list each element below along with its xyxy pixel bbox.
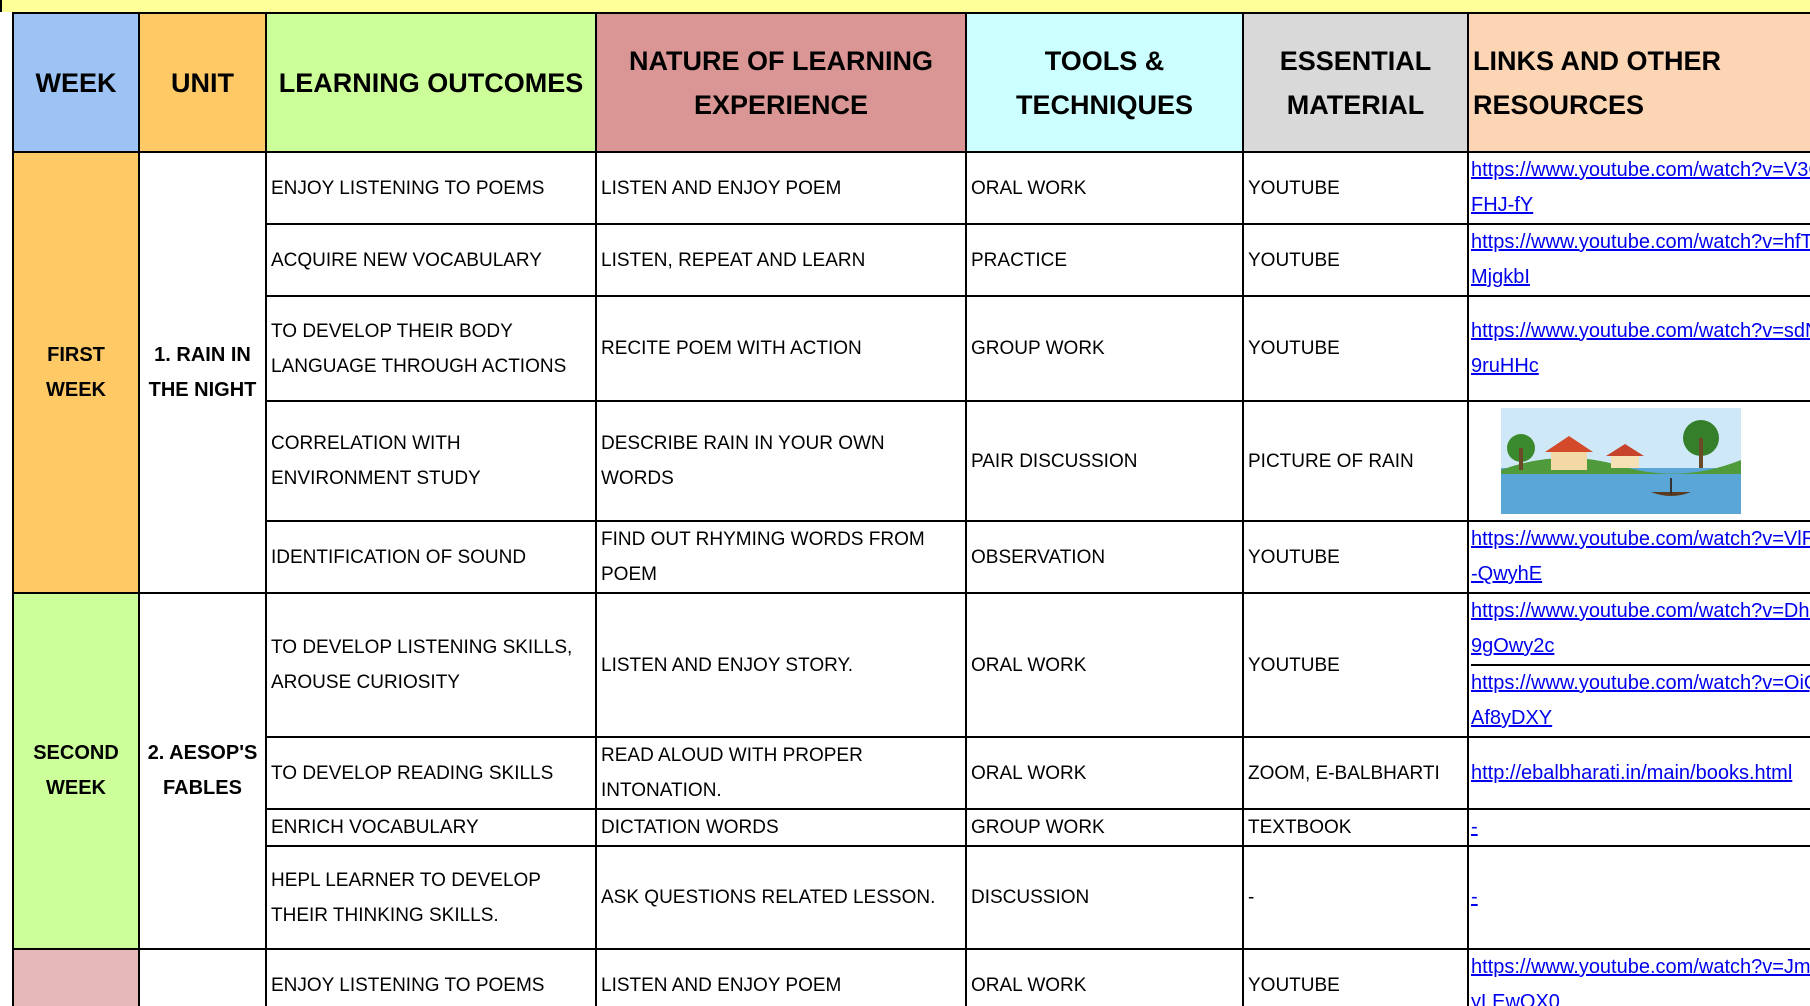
nature-cell: RECITE POEM WITH ACTION	[595, 295, 967, 402]
tool-cell: ORAL WORK	[965, 151, 1244, 225]
material-cell: YOUTUBE	[1242, 295, 1469, 402]
unit-cell: 1. RAIN IN THE NIGHT	[138, 151, 267, 594]
table-row: CORRELATION WITH ENVIRONMENT STUDY DESCRI…	[13, 400, 1810, 522]
column-header: TOOLS & TECHNIQUES	[965, 12, 1244, 153]
tool-cell: PAIR DISCUSSION	[965, 400, 1244, 522]
table-row: TO DEVELOP READING SKILLS READ ALOUD WITH…	[13, 736, 1810, 810]
lesson-plan-table: WEEK UNIT LEARNING OUTCOMES NATURE OF LEARN…	[12, 12, 1810, 1006]
resource-link[interactable]: http://ebalbharati.in/main/books.html	[1471, 761, 1793, 784]
table-row: HEPL LEARNER TO DEVELOP THEIR THINKING S…	[13, 845, 1810, 950]
outcome-cell: ACQUIRE NEW VOCABULARY	[265, 223, 597, 297]
rain-picture	[1501, 408, 1741, 514]
tool-cell: PRACTICE	[965, 223, 1244, 297]
unit-cell	[138, 948, 267, 1006]
material-cell: YOUTUBE	[1242, 520, 1469, 594]
material-cell: ZOOM, E-BALBHARTI	[1242, 736, 1469, 810]
table-row: IDENTIFICATION OF SOUND FIND OUT RHYMING …	[13, 520, 1810, 594]
column-header: LINKS AND OTHER RESOURCES	[1467, 12, 1810, 153]
resource-link[interactable]: https://www.youtube.com/watch?v=OiQ_Af8y…	[1471, 664, 1809, 735]
nature-cell: FIND OUT RHYMING WORDS FROM POEM	[595, 520, 967, 594]
outcome-cell: ENJOY LISTENING TO POEMS	[265, 948, 597, 1006]
table-row: TO DEVELOP THEIR BODY LANGUAGE THROUGH A…	[13, 295, 1810, 402]
resource-link[interactable]: https://www.youtube.com/watch?v=hfT_XMjg…	[1471, 231, 1810, 288]
links-cell: https://www.youtube.com/watch?v=JmROyLEw…	[1467, 948, 1810, 1006]
links-cell: http://ebalbharati.in/main/books.html	[1467, 736, 1810, 810]
links-cell: https://www.youtube.com/watch?v=sdNiS9ru…	[1467, 295, 1810, 402]
unit-cell: 2. AESOP'S FABLES	[138, 592, 267, 950]
tool-cell: ORAL WORK	[965, 948, 1244, 1006]
outcome-cell: CORRELATION WITH ENVIRONMENT STUDY	[265, 400, 597, 522]
column-header: WEEK	[12, 12, 140, 153]
tool-cell: ORAL WORK	[965, 736, 1244, 810]
column-header: ESSENTIAL MATERIAL	[1242, 12, 1469, 153]
table-row: ACQUIRE NEW VOCABULARY LISTEN, REPEAT AND…	[13, 223, 1810, 297]
links-cell: -	[1467, 845, 1810, 950]
outcome-cell: TO DEVELOP THEIR BODY LANGUAGE THROUGH A…	[265, 295, 597, 402]
resource-link[interactable]: https://www.youtube.com/watch?v=JmROyLEw…	[1471, 956, 1810, 1006]
links-cell: https://www.youtube.com/watch?v=V3CxIFHJ…	[1467, 151, 1810, 225]
week-cell	[12, 948, 140, 1006]
resource-link[interactable]: -	[1471, 816, 1478, 838]
tool-cell: DISCUSSION	[965, 845, 1244, 950]
top-band	[0, 0, 1810, 12]
links-cell	[1467, 400, 1810, 522]
material-cell: PICTURE OF RAIN	[1242, 400, 1469, 522]
outcome-cell: IDENTIFICATION OF SOUND	[265, 520, 597, 594]
outcome-cell: ENJOY LISTENING TO POEMS	[265, 151, 597, 225]
outcome-cell: TO DEVELOP READING SKILLS	[265, 736, 597, 810]
table-row: SECOND WEEK 2. AESOP'S FABLES TO DEVELOP L…	[12, 592, 1810, 950]
material-cell: YOUTUBE	[1242, 223, 1469, 297]
nature-cell: LISTEN AND ENJOY POEM	[595, 948, 967, 1006]
material-cell: YOUTUBE	[1242, 592, 1469, 738]
links-cell: https://www.youtube.com/watch?v=DhN89gOw…	[1467, 592, 1810, 738]
nature-cell: DESCRIBE RAIN IN YOUR OWN WORDS	[595, 400, 967, 522]
header-row: WEEK UNIT LEARNING OUTCOMES NATURE OF LEARN…	[12, 12, 1810, 153]
outcome-cell: ENRICH VOCABULARY	[265, 808, 597, 847]
tool-cell: OBSERVATION	[965, 520, 1244, 594]
column-header: LEARNING OUTCOMES	[265, 12, 597, 153]
tool-cell: ORAL WORK	[965, 592, 1244, 738]
resource-link[interactable]: https://www.youtube.com/watch?v=VlRV5-Qw…	[1471, 528, 1810, 585]
tool-cell: GROUP WORK	[965, 808, 1244, 847]
resource-link[interactable]: https://www.youtube.com/watch?v=V3CxIFHJ…	[1471, 159, 1810, 216]
tool-cell: GROUP WORK	[965, 295, 1244, 402]
resource-link[interactable]: https://www.youtube.com/watch?v=sdNiS9ru…	[1471, 319, 1810, 377]
table-row: ENJOY LISTENING TO POEMS LISTEN AND ENJOY…	[12, 948, 1810, 1006]
nature-cell: LISTEN AND ENJOY POEM	[595, 151, 967, 225]
material-cell: YOUTUBE	[1242, 948, 1469, 1006]
column-header: NATURE OF LEARNING EXPERIENCE	[595, 12, 967, 153]
outcome-cell: TO DEVELOP LISTENING SKILLS, AROUSE CURI…	[265, 592, 597, 738]
links-cell: -	[1467, 808, 1810, 847]
nature-cell: DICTATION WORDS	[595, 808, 967, 847]
material-cell: YOUTUBE	[1242, 151, 1469, 225]
nature-cell: LISTEN AND ENJOY STORY.	[595, 592, 967, 738]
material-cell: TEXTBOOK	[1242, 808, 1469, 847]
nature-cell: ASK QUESTIONS RELATED LESSON.	[595, 845, 967, 950]
links-cell: https://www.youtube.com/watch?v=hfT_XMjg…	[1467, 223, 1810, 297]
material-cell: -	[1242, 845, 1469, 950]
outcome-cell: HEPL LEARNER TO DEVELOP THEIR THINKING S…	[265, 845, 597, 950]
resource-link[interactable]: https://www.youtube.com/watch?v=DhN89gOw…	[1471, 600, 1810, 657]
table-row: ENRICH VOCABULARY DICTATION WORDS GROUP WO…	[13, 808, 1810, 847]
nature-cell: READ ALOUD WITH PROPER INTONATION.	[595, 736, 967, 810]
week-cell: SECOND WEEK	[12, 592, 140, 950]
resource-link[interactable]: -	[1471, 886, 1478, 908]
column-header: UNIT	[138, 12, 267, 153]
week-cell: FIRST WEEK	[12, 151, 140, 594]
nature-cell: LISTEN, REPEAT AND LEARN	[595, 223, 967, 297]
links-cell: https://www.youtube.com/watch?v=VlRV5-Qw…	[1467, 520, 1810, 594]
table-row: FIRST WEEK 1. RAIN IN THE NIGHT ENJOY LIST…	[12, 151, 1810, 594]
